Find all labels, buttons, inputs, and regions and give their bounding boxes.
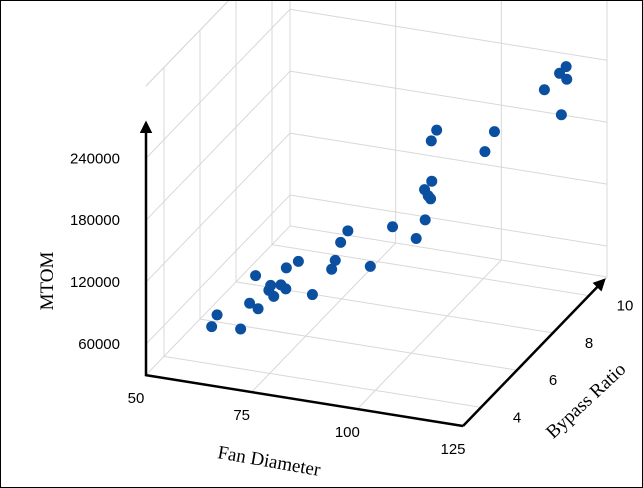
y-tick-label: 6 — [549, 372, 557, 389]
grid-line — [271, 244, 590, 297]
grid-line — [145, 70, 291, 221]
z-tick-label: 240000 — [70, 150, 120, 167]
x-axis-line — [144, 373, 464, 428]
z-tick-label: 60000 — [78, 336, 120, 353]
data-point — [422, 190, 434, 202]
data-point — [329, 254, 341, 266]
data-point — [364, 260, 376, 272]
data-point — [561, 73, 573, 85]
grid-line — [145, 1, 229, 87]
x-axis-title: Fan Diameter — [216, 442, 323, 481]
grid-line — [289, 70, 608, 123]
grid-line — [289, 132, 608, 185]
data-point — [488, 126, 500, 138]
grid-line — [145, 225, 291, 376]
data-point — [211, 309, 223, 321]
grid-line — [199, 318, 518, 371]
axis-titles: Fan Diameter Bypass Ratio MTOM — [37, 252, 630, 482]
grid — [145, 1, 608, 427]
data-point — [560, 61, 572, 73]
data-point — [306, 289, 318, 301]
data-point — [410, 232, 422, 244]
data-point — [268, 290, 280, 302]
data-point — [431, 124, 443, 136]
data-point — [265, 279, 277, 291]
grid-line — [289, 225, 608, 278]
x-tick-label: 125 — [440, 441, 465, 458]
data-point — [250, 270, 262, 282]
data-point — [555, 109, 567, 121]
data-point — [426, 175, 438, 187]
data-point — [342, 225, 354, 237]
grid-line — [145, 1, 229, 87]
data-point — [292, 255, 304, 267]
data-point — [244, 297, 256, 309]
z-tick-label: 180000 — [70, 212, 120, 229]
z-tick-label: 120000 — [70, 274, 120, 291]
grid-line — [163, 355, 482, 408]
y-tick-label: 10 — [617, 298, 634, 315]
grid-line — [289, 8, 608, 61]
grid-line — [145, 8, 291, 159]
data-points — [206, 61, 573, 335]
tick-labels: 50 75 100 125 4 6 8 10 60000 120000 180000 240000 — [70, 150, 633, 458]
x-tick-label: 50 — [128, 390, 145, 407]
y-tick-label: 4 — [513, 409, 521, 426]
data-point — [252, 303, 264, 315]
grid-line — [145, 194, 291, 345]
data-point — [280, 283, 292, 295]
data-point — [335, 236, 347, 248]
data-point — [326, 263, 338, 275]
grid-line — [356, 259, 502, 410]
grid-line — [289, 194, 608, 247]
data-point — [387, 221, 399, 233]
data-point — [479, 146, 491, 158]
data-point — [206, 321, 218, 333]
y-axis-line — [462, 278, 606, 427]
data-point — [538, 84, 550, 96]
data-point — [280, 262, 292, 274]
x-tick-label: 100 — [335, 424, 360, 441]
grid-line — [145, 132, 291, 283]
data-point — [235, 323, 247, 335]
z-axis-title: MTOM — [37, 252, 58, 311]
axes — [139, 120, 606, 428]
y-tick-label: 8 — [585, 335, 593, 352]
data-point — [425, 135, 437, 147]
x-tick-label: 75 — [233, 407, 250, 424]
data-point — [419, 214, 431, 226]
